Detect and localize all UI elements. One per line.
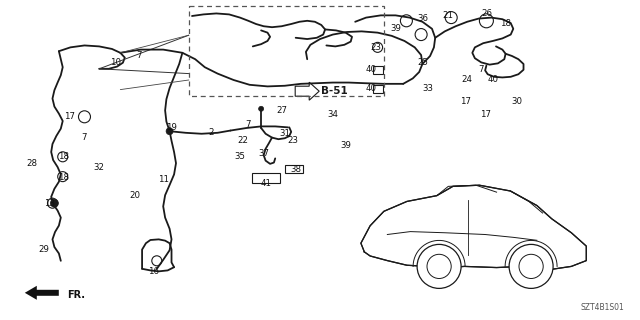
Circle shape [417,244,461,288]
Text: SZT4B1S01: SZT4B1S01 [580,303,624,312]
Circle shape [509,244,553,288]
Text: 18: 18 [58,152,70,161]
Text: 20: 20 [129,191,140,200]
Bar [189,6,384,96]
Text: 40: 40 [365,84,377,93]
Text: 41: 41 [260,180,271,188]
Text: 27: 27 [276,106,287,115]
Circle shape [166,128,173,135]
Text: 25: 25 [417,58,428,67]
Polygon shape [25,286,59,300]
Text: 38: 38 [290,165,301,174]
Text: 18: 18 [500,20,511,28]
Text: 39: 39 [390,24,401,33]
Text: 24: 24 [461,75,473,84]
Text: 11: 11 [157,175,169,184]
Circle shape [259,106,264,111]
Text: 13: 13 [44,199,56,208]
Text: 39: 39 [340,141,351,150]
Text: 7: 7 [246,120,251,129]
Text: 21: 21 [442,11,454,20]
Text: 30: 30 [511,97,523,106]
Text: 17: 17 [460,97,472,106]
Text: 16: 16 [148,268,159,276]
Text: 17: 17 [479,110,491,119]
Text: 37: 37 [258,149,269,158]
Text: 26: 26 [481,9,492,18]
Text: 40: 40 [365,65,377,74]
Bar [285,165,303,173]
Polygon shape [361,185,586,269]
Circle shape [51,199,58,207]
Text: 40: 40 [487,75,499,84]
Text: 28: 28 [26,159,38,168]
Text: FR.: FR. [67,290,84,300]
Text: 33: 33 [422,84,433,93]
Text: 34: 34 [327,110,339,119]
Bar [372,85,383,93]
Text: 19: 19 [166,124,177,132]
Text: B-51: B-51 [321,86,348,96]
Text: 36: 36 [417,14,428,23]
Text: 18: 18 [58,173,70,182]
Circle shape [519,254,543,278]
Text: 7: 7 [82,133,87,142]
Text: 22: 22 [237,136,249,145]
Text: 29: 29 [38,245,49,254]
Text: 31: 31 [279,129,291,138]
Text: 32: 32 [93,164,105,172]
Text: 35: 35 [234,152,246,161]
Text: 7: 7 [479,65,484,74]
Text: 10: 10 [109,58,121,67]
Text: 23: 23 [287,136,299,145]
Bar [372,66,383,74]
Text: 17: 17 [63,112,75,121]
Circle shape [427,254,451,278]
Text: 2: 2 [209,128,214,137]
Text: 7: 7 [137,52,142,60]
Text: 23: 23 [371,43,382,52]
